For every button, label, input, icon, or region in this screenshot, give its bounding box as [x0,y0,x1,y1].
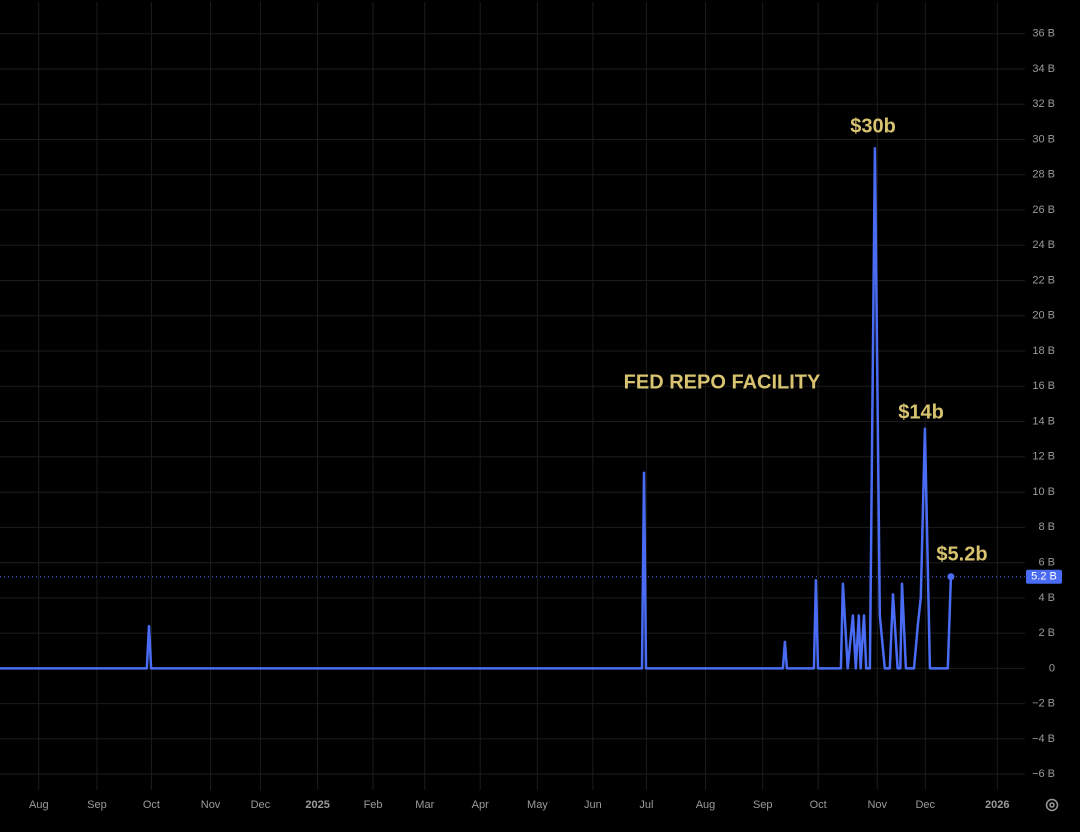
x-tick-label: Aug [29,799,49,811]
settings-icon[interactable] [1045,798,1059,812]
y-tick-label: 8 B [1038,521,1055,533]
y-tick-label: 16 B [1032,380,1055,392]
x-tick-label: Dec [915,799,935,811]
x-tick-label: Sep [87,799,107,811]
y-tick-label: 12 B [1032,451,1055,463]
x-tick-label: Apr [472,799,489,811]
data-line [0,147,953,670]
x-tick-label: Jul [639,799,653,811]
grid [0,2,1025,790]
x-tick-label: Nov [867,799,887,811]
x-tick-label: May [527,799,548,811]
x-tick-label: 2025 [305,799,329,811]
y-tick-label: 34 B [1032,63,1055,75]
x-tick-label: Aug [696,799,716,811]
y-tick-label: 24 B [1032,239,1055,251]
annotation: FED REPO FACILITY [624,371,821,393]
last-value-tag [1026,569,1062,584]
annotation: $5.2b [936,543,987,565]
x-tick-label: Oct [810,799,827,811]
y-tick-label: 0 [1049,662,1055,674]
x-tick-label: Nov [201,799,221,811]
y-tick-label: 14 B [1032,415,1055,427]
y-tick-label: 20 B [1032,310,1055,322]
y-tick-label: 30 B [1032,133,1055,145]
y-tick-label: 10 B [1032,486,1055,498]
y-tick-label: 26 B [1032,204,1055,216]
y-tick-label: −6 B [1032,768,1055,780]
annotation: $14b [898,401,944,423]
x-tick-label: Oct [143,799,160,811]
x-tick-label: Sep [753,799,773,811]
y-tick-label: 4 B [1038,592,1055,604]
x-tick-label: Feb [364,799,383,811]
y-tick-label: 2 B [1038,627,1055,639]
y-tick-label: 18 B [1032,345,1055,357]
y-tick-label: 28 B [1032,169,1055,181]
x-tick-label: Dec [251,799,271,811]
x-tick-label: Jun [584,799,602,811]
y-tick-label: −4 B [1032,733,1055,745]
y-tick-label: −2 B [1032,698,1055,710]
x-tick-label: 2026 [985,799,1009,811]
x-tick-label: Mar [415,799,434,811]
gear-ring [1045,798,1059,812]
y-tick-label: 36 B [1032,28,1055,40]
y-tick-label: 32 B [1032,98,1055,110]
y-tick-label: 22 B [1032,274,1055,286]
gear-hub [1049,802,1055,808]
y-tick-label: 6 B [1038,556,1055,568]
last-point [947,573,955,581]
last-value-label: 5.2 B [1031,571,1057,583]
annotation: $30b [850,115,896,137]
